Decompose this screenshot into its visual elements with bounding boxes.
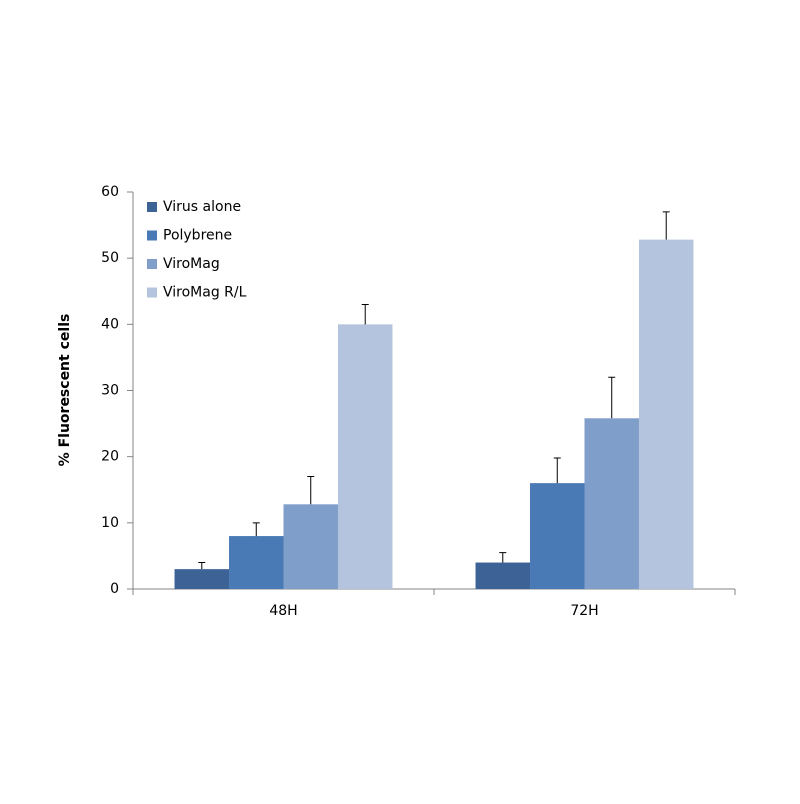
legend-label: Polybrene	[163, 228, 232, 244]
x-tick-label: 48H	[269, 603, 297, 619]
y-tick-label: 20	[101, 449, 119, 465]
y-tick-label: 10	[101, 515, 119, 531]
y-tick-label: 40	[101, 316, 119, 332]
legend-label: ViroMag	[163, 256, 220, 272]
y-axis-label: % Fluorescent cells	[57, 314, 73, 467]
legend-swatch	[147, 202, 157, 212]
x-tick-label: 72H	[570, 603, 598, 619]
legend-swatch	[147, 230, 157, 241]
legend-swatch	[147, 287, 157, 298]
legend-label: Virus alone	[163, 199, 241, 215]
bar	[174, 569, 230, 589]
bar	[283, 504, 338, 589]
legend-swatch	[147, 259, 157, 269]
y-tick-label: 50	[101, 250, 119, 266]
y-tick-label: 60	[101, 184, 119, 200]
bar	[229, 536, 284, 589]
bar	[475, 562, 531, 589]
bar	[530, 483, 585, 589]
y-tick-label: 30	[101, 383, 119, 399]
y-tick-label: 0	[110, 581, 119, 597]
legend-label: ViroMag R/L	[163, 285, 247, 301]
error-bar	[662, 211, 670, 240]
error-bar	[252, 522, 260, 537]
error-bar	[499, 552, 507, 563]
error-bar	[361, 303, 369, 325]
bar	[584, 418, 639, 589]
error-bar	[198, 562, 206, 570]
bar	[337, 324, 393, 589]
error-bar	[307, 476, 315, 505]
bar	[638, 239, 694, 589]
error-bar	[553, 457, 561, 484]
error-bar	[608, 376, 616, 419]
